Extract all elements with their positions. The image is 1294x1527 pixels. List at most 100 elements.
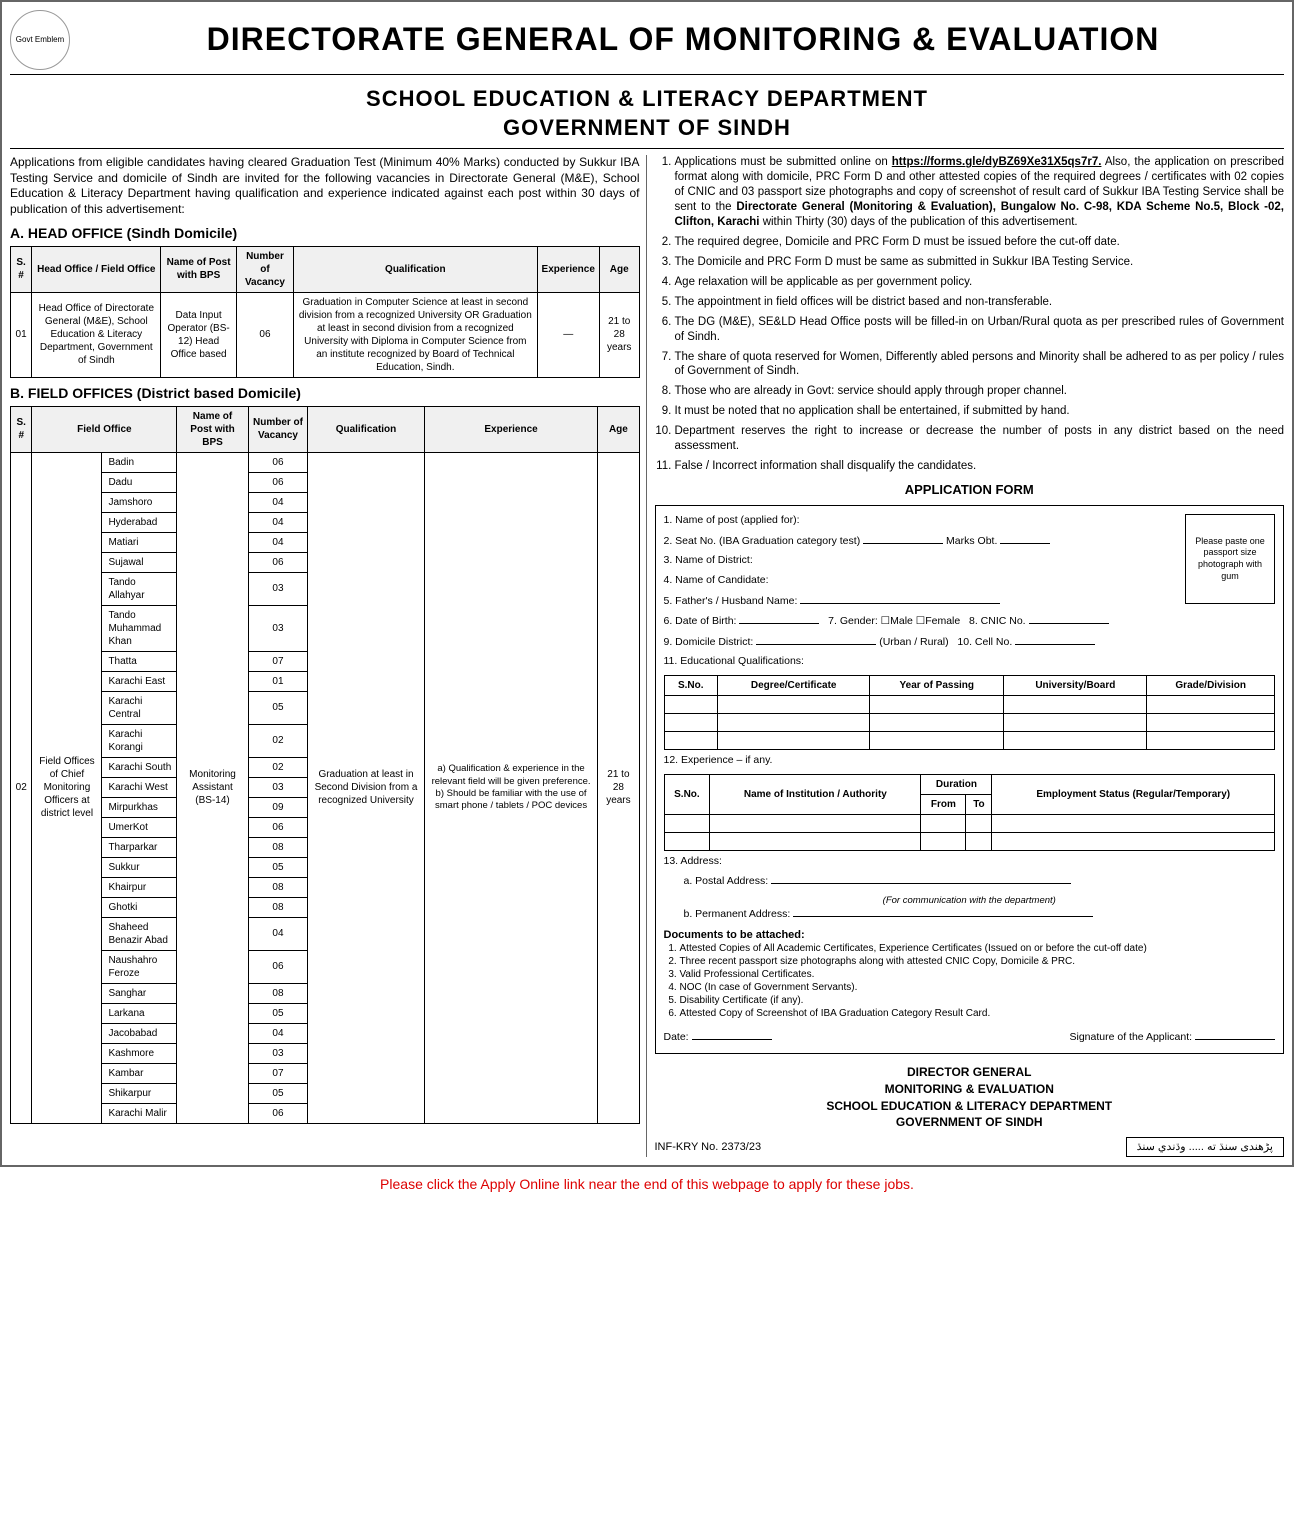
cell-post: Monitoring Assistant (BS-14) — [177, 452, 248, 1123]
cell-district: Kashmore — [102, 1043, 177, 1063]
cell-vacancy: 08 — [248, 877, 307, 897]
application-form: Please paste one passport size photograp… — [655, 505, 1285, 1054]
cell-qualification: Graduation at least in Second Division f… — [308, 452, 425, 1123]
cell-vacancy: 06 — [248, 452, 307, 472]
cell-age: 21 to 28 years — [599, 292, 639, 377]
cell-district: Shikarpur — [102, 1083, 177, 1103]
cell-vacancy: 01 — [248, 671, 307, 691]
instruction-item: The Domicile and PRC Form D must be same… — [675, 255, 1285, 270]
cell-district: UmerKot — [102, 817, 177, 837]
dept-name: SCHOOL EDUCATION & LITERACY DEPARTMENT — [10, 85, 1284, 114]
cell-vacancy: 06 — [248, 817, 307, 837]
director-line4: GOVERNMENT OF SINDH — [655, 1114, 1285, 1131]
cell-district: Karachi West — [102, 777, 177, 797]
cell-district: Tando Muhammad Khan — [102, 605, 177, 651]
cell-district: Mirpurkhas — [102, 797, 177, 817]
form-field-post: 1. Name of post (applied for): — [664, 514, 1176, 528]
exp-col-status: Employment Status (Regular/Temporary) — [992, 774, 1275, 814]
form-field-seat: 2. Seat No. (IBA Graduation category tes… — [664, 534, 1176, 549]
form-field-candidate: 4. Name of Candidate: — [664, 574, 1176, 588]
cell-vacancy: 03 — [248, 777, 307, 797]
cell-district: Karachi Korangi — [102, 724, 177, 757]
cell-district: Hyderabad — [102, 512, 177, 532]
intro-text: Applications from eligible candidates ha… — [10, 155, 640, 217]
cell-district: Naushahro Feroze — [102, 950, 177, 983]
cell-district: Matiari — [102, 532, 177, 552]
cell-vacancy: 05 — [248, 1003, 307, 1023]
cell-age: 21 to 28 years — [598, 452, 639, 1123]
doc-item: Three recent passport size photographs a… — [680, 955, 1276, 968]
table-head-office: S. #Head Office / Field OfficeName of Po… — [10, 246, 640, 378]
govt-emblem-icon: Govt Emblem — [10, 10, 70, 70]
instruction-1: Applications must be submitted online on… — [675, 155, 1285, 230]
table-row: 01 Head Office of Directorate General (M… — [11, 292, 640, 377]
footer-row: INF-KRY No. 2373/23 پڑھندی سنڌ ته ..... … — [655, 1137, 1285, 1157]
cell-vacancy: 04 — [248, 492, 307, 512]
cell-experience: a) Qualification & experience in the rel… — [424, 452, 598, 1123]
sub-header: SCHOOL EDUCATION & LITERACY DEPARTMENT G… — [10, 79, 1284, 149]
section-b-title: B. FIELD OFFICES (District based Domicil… — [10, 384, 640, 402]
edu-table: S.No.Degree/CertificateYear of PassingUn… — [664, 675, 1276, 750]
col-header: S. # — [11, 246, 32, 292]
apply-online-note: Please click the Apply Online link near … — [0, 1175, 1294, 1193]
cell-vacancy: 03 — [248, 605, 307, 651]
instr1-tail: within Thirty (30) days of the publicati… — [763, 216, 1078, 228]
exp-col-inst: Name of Institution / Authority — [710, 774, 921, 814]
cell-vacancy: 08 — [248, 983, 307, 1003]
date-label: Date: — [664, 1031, 689, 1043]
form-field-dob-gender-cnic: 6. Date of Birth: 7. Gender: ☐Male ☐Fema… — [664, 614, 1276, 629]
cell-post: Data Input Operator (BS-12) Head Office … — [161, 292, 236, 377]
form-field-district: 3. Name of District: — [664, 554, 1176, 568]
form-field-father: 5. Father's / Husband Name: — [664, 594, 1176, 609]
header: Govt Emblem DIRECTORATE GENERAL OF MONIT… — [10, 10, 1284, 75]
director-line2: MONITORING & EVALUATION — [655, 1081, 1285, 1098]
cell-district: Khairpur — [102, 877, 177, 897]
urdu-slogan: پڑھندی سنڌ ته ..... وڌندي سنڌ — [1126, 1137, 1284, 1157]
docs-title: Documents to be attached: — [664, 928, 1276, 942]
edu-col: Year of Passing — [870, 676, 1004, 696]
cell-vacancy: 03 — [248, 572, 307, 605]
col-header: Experience — [537, 246, 599, 292]
cell-vacancy: 06 — [248, 1103, 307, 1123]
instruction-item: Those who are already in Govt: service s… — [675, 384, 1285, 399]
instruction-item: The share of quota reserved for Women, D… — [675, 350, 1285, 380]
cell-district: Sukkur — [102, 857, 177, 877]
cell-district: Ghotki — [102, 897, 177, 917]
inf-number: INF-KRY No. 2373/23 — [655, 1140, 762, 1154]
cell-vacancy: 06 — [248, 950, 307, 983]
edu-col: Degree/Certificate — [718, 676, 870, 696]
cell-district: Larkana — [102, 1003, 177, 1023]
instruction-item: Department reserves the right to increas… — [675, 424, 1285, 454]
cell-experience: — — [537, 292, 599, 377]
instr1-pre: Applications must be submitted online on — [675, 156, 892, 168]
cell-vacancy: 02 — [248, 757, 307, 777]
doc-item: Valid Professional Certificates. — [680, 968, 1276, 981]
right-column: Applications must be submitted online on… — [655, 155, 1285, 1157]
cell-sno: 02 — [11, 452, 32, 1123]
exp-col-to: To — [966, 794, 992, 814]
doc-item: Disability Certificate (if any). — [680, 994, 1276, 1007]
director-signature-block: DIRECTOR GENERAL MONITORING & EVALUATION… — [655, 1064, 1285, 1131]
cell-vacancy: 04 — [248, 917, 307, 950]
col-post: Name of Post with BPS — [177, 406, 248, 452]
cell-vacancy: 02 — [248, 724, 307, 757]
doc-item: Attested Copy of Screenshot of IBA Gradu… — [680, 1007, 1276, 1020]
form-field-postal: a. Postal Address: — [664, 874, 1276, 889]
cell-district: Thatta — [102, 651, 177, 671]
cell-sno: 01 — [11, 292, 32, 377]
cell-district: Kambar — [102, 1063, 177, 1083]
instruction-item: Age relaxation will be applicable as per… — [675, 275, 1285, 290]
director-line3: SCHOOL EDUCATION & LITERACY DEPARTMENT — [655, 1098, 1285, 1115]
instruction-item: It must be noted that no application sha… — [675, 404, 1285, 419]
col-qualification: Qualification — [308, 406, 425, 452]
left-column: Applications from eligible candidates ha… — [10, 155, 647, 1157]
cell-district: Jacobabad — [102, 1023, 177, 1043]
col-sno: S. # — [11, 406, 32, 452]
director-line1: DIRECTOR GENERAL — [655, 1064, 1285, 1081]
exp-col-sno: S.No. — [664, 774, 710, 814]
instructions-list: Applications must be submitted online on… — [655, 155, 1285, 230]
instruction-item: The DG (M&E), SE&LD Head Office posts wi… — [675, 315, 1285, 345]
apply-url[interactable]: https://forms.gle/dyBZ69Xe31X5qs7r7. — [892, 156, 1102, 168]
cell-vacancy: 04 — [248, 512, 307, 532]
edu-col: S.No. — [664, 676, 718, 696]
